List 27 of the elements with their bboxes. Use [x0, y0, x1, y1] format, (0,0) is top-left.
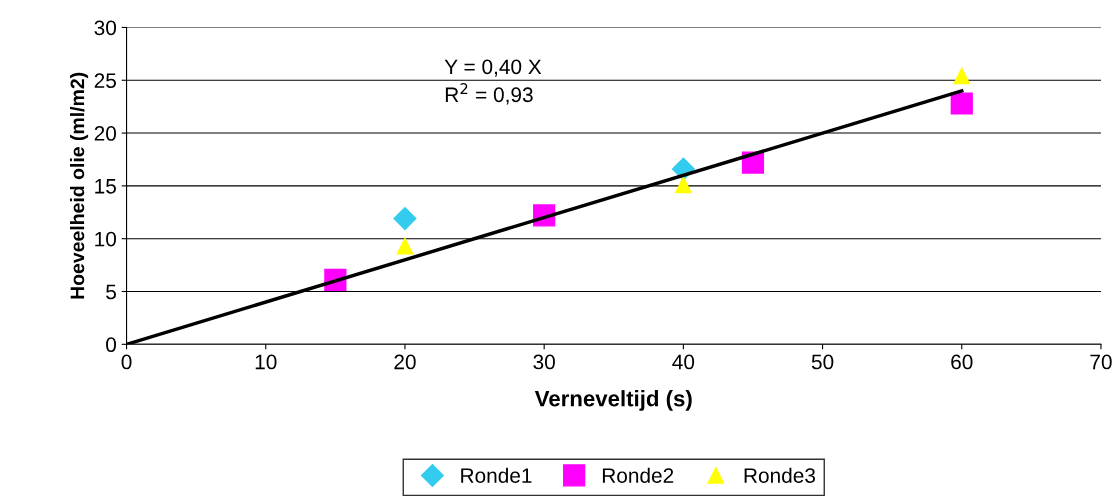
y-tick-label: 10 — [95, 231, 117, 247]
legend-label: Ronde2 — [602, 467, 674, 483]
point — [396, 237, 414, 255]
x-tick-label: 60 — [951, 354, 973, 370]
point — [675, 176, 692, 194]
y-tick-label: 15 — [95, 179, 116, 194]
x-tick-label: 10 — [255, 354, 277, 370]
x-tick-label: 40 — [672, 354, 695, 370]
legend-label: Ronde1 — [461, 467, 532, 483]
point — [953, 67, 971, 85]
annotation: R$^{2}$ = 0,93 — [445, 83, 533, 105]
y-tick-label: 5 — [106, 284, 116, 300]
x-tick-label: 70 — [1090, 354, 1112, 370]
x-tick-label: 20 — [394, 354, 416, 370]
y-tick-label: 25 — [94, 73, 116, 89]
y-tick-label: 0 — [106, 337, 117, 353]
x-tick-label: 30 — [533, 354, 555, 370]
x-tick-label: 0 — [121, 354, 132, 370]
x-tick-label: 50 — [811, 354, 834, 370]
y-axis-title: Hoeveelheid olie (ml/m2) — [69, 72, 89, 299]
x-axis-title: Verneveltijd (s) — [534, 390, 692, 411]
legend-label: Ronde3 — [744, 467, 816, 483]
y-tick-label: 20 — [94, 126, 117, 141]
annotation: Y = 0,40 X — [444, 59, 542, 77]
point — [393, 207, 417, 231]
point — [950, 92, 973, 115]
y-tick-label: 30 — [94, 20, 117, 36]
